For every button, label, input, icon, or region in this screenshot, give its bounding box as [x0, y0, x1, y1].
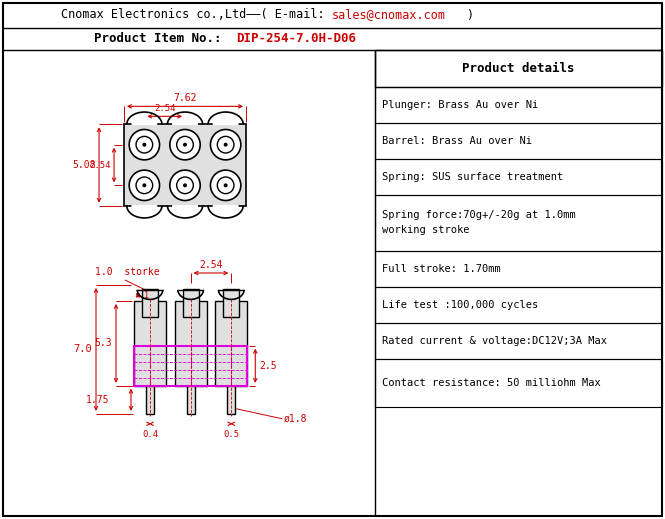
Text: Product details: Product details [462, 61, 575, 75]
Bar [375, 195, 662, 251]
Circle shape [184, 184, 186, 187]
Bar [227, 386, 235, 414]
Text: 0.4: 0.4 [142, 430, 158, 439]
Text: working stroke: working stroke [382, 225, 469, 235]
Text: 0.5: 0.5 [223, 430, 239, 439]
Circle shape [224, 143, 227, 146]
Wedge shape [132, 206, 157, 218]
Text: 7.0: 7.0 [73, 345, 92, 354]
Bar [375, 159, 662, 195]
Text: 2.54: 2.54 [154, 104, 176, 113]
Circle shape [129, 129, 160, 160]
Circle shape [170, 170, 200, 200]
Bar [124, 125, 246, 206]
Text: 5.3: 5.3 [94, 338, 112, 348]
Text: 2.5: 2.5 [259, 361, 277, 371]
Text: 7.62: 7.62 [174, 93, 197, 103]
Bar [375, 123, 662, 159]
Text: 1: 1 [144, 291, 149, 300]
Bar [146, 386, 154, 414]
Circle shape [184, 143, 186, 146]
Bar [375, 287, 662, 323]
Text: 2.54: 2.54 [200, 260, 223, 270]
Text: 1.0  storke: 1.0 storke [95, 267, 160, 277]
Text: 2.54: 2.54 [90, 160, 111, 170]
Circle shape [129, 170, 160, 200]
Text: Spring: SUS surface treatment: Spring: SUS surface treatment [382, 172, 563, 182]
Text: Plunger: Brass Au over Ni: Plunger: Brass Au over Ni [382, 100, 538, 110]
Text: ø1.8: ø1.8 [284, 414, 308, 424]
Bar [375, 323, 662, 359]
Text: Rated current & voltage:DC12V;3A Max: Rated current & voltage:DC12V;3A Max [382, 336, 607, 346]
Text: 5.08: 5.08 [72, 160, 96, 170]
Text: 1.75: 1.75 [86, 395, 109, 405]
Wedge shape [173, 112, 198, 125]
Bar [187, 386, 195, 414]
Text: Life test :100,000 cycles: Life test :100,000 cycles [382, 300, 538, 310]
Circle shape [143, 184, 146, 187]
Wedge shape [173, 206, 198, 218]
Bar [134, 301, 166, 386]
Text: DIP-254-7.0H-D06: DIP-254-7.0H-D06 [236, 33, 356, 46]
Bar [375, 87, 662, 123]
Text: Cnomax Electronics co.,Ltd——( E-mail:: Cnomax Electronics co.,Ltd——( E-mail: [61, 8, 332, 21]
Bar [223, 289, 239, 317]
Bar [183, 289, 199, 317]
Circle shape [170, 129, 200, 160]
Wedge shape [132, 112, 157, 125]
Text: Spring force:70g+/-20g at 1.0mm: Spring force:70g+/-20g at 1.0mm [382, 210, 576, 220]
Bar [175, 301, 207, 386]
Bar [375, 359, 662, 407]
Bar [215, 301, 247, 386]
Bar [134, 346, 247, 386]
Bar [375, 251, 662, 287]
Wedge shape [213, 206, 238, 218]
Circle shape [143, 143, 146, 146]
Wedge shape [213, 112, 238, 125]
Circle shape [224, 184, 227, 187]
Text: ): ) [466, 8, 473, 21]
Text: Contact resistance: 50 milliohm Max: Contact resistance: 50 milliohm Max [382, 378, 600, 388]
Text: Barrel: Brass Au over Ni: Barrel: Brass Au over Ni [382, 136, 532, 146]
Bar [142, 289, 158, 317]
Bar [375, 50, 662, 87]
Circle shape [210, 170, 241, 200]
Text: Product Item No.:: Product Item No.: [94, 33, 236, 46]
Text: sales@cnomax.com: sales@cnomax.com [332, 8, 446, 21]
Text: Full stroke: 1.70mm: Full stroke: 1.70mm [382, 264, 501, 274]
Circle shape [210, 129, 241, 160]
